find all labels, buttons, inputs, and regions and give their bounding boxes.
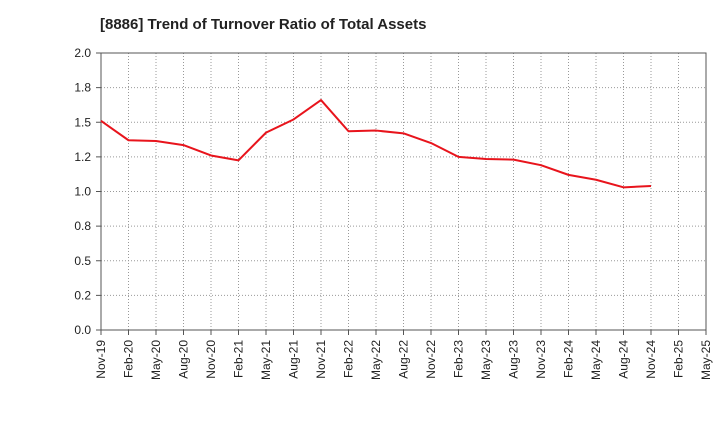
x-tick-label: Feb-25 [672, 340, 686, 378]
x-tick-label: Feb-22 [342, 340, 356, 378]
y-tick-label: 2.0 [74, 46, 91, 60]
x-tick-label: Nov-23 [534, 340, 548, 379]
chart-title: [8886] Trend of Turnover Ratio of Total … [100, 16, 427, 33]
x-tick-label: Aug-21 [287, 340, 301, 379]
axis-layer [96, 52, 707, 335]
x-tick-label: Aug-23 [507, 340, 521, 379]
x-tick-label: Nov-20 [204, 340, 218, 379]
y-tick-label: 1.2 [74, 150, 91, 164]
x-tick-label: Nov-24 [644, 340, 658, 379]
grid-layer [101, 53, 706, 330]
x-tick-label: Nov-21 [314, 340, 328, 379]
x-tick-label: Feb-20 [122, 340, 136, 378]
y-tick-label: 0.8 [74, 219, 91, 233]
y-tick-label: 0.5 [74, 254, 91, 268]
x-tick-label: May-23 [479, 340, 493, 380]
x-tick-label: Feb-24 [562, 340, 576, 378]
x-tick-label: Nov-22 [424, 340, 438, 379]
x-tick-label: May-22 [369, 340, 383, 380]
x-tick-label: Feb-23 [452, 340, 466, 378]
x-tick-label: May-20 [149, 340, 163, 380]
y-tick-label: 0.0 [74, 323, 91, 337]
x-tick-label: Nov-19 [94, 340, 108, 379]
x-tick-label: Feb-21 [232, 340, 246, 378]
plot-frame [100, 52, 707, 331]
x-tick-label: May-24 [589, 340, 603, 380]
y-tick-label: 1.0 [74, 185, 91, 199]
y-tick-label: 1.5 [74, 115, 91, 129]
label-layer: 0.0 0.2 0.5 0.8 1.0 1.2 1.5 1.8 2.0 Nov-19 Feb-20 M… [74, 46, 713, 380]
series-layer [100, 99, 652, 189]
x-tick-label: May-25 [699, 340, 713, 380]
x-tick-label: May-21 [259, 340, 273, 380]
y-tick-label: 1.8 [74, 81, 91, 95]
x-tick-label: Aug-22 [397, 340, 411, 379]
y-tick-label: 0.2 [74, 288, 91, 302]
x-tick-label: Aug-20 [177, 340, 191, 379]
x-tick-label: Aug-24 [617, 340, 631, 379]
